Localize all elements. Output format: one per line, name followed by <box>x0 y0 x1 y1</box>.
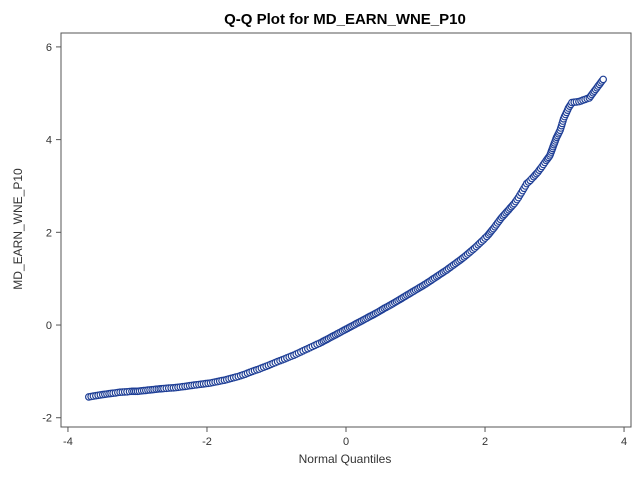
y-axis: -2 0 2 4 6 <box>42 42 61 425</box>
x-axis: -4 -2 0 2 4 <box>63 427 627 448</box>
data-points <box>85 75 608 401</box>
y-tick-label: 4 <box>46 135 52 147</box>
y-tick-label: -2 <box>42 413 52 425</box>
y-axis-label: MD_EARN_WNE_P10 <box>11 168 25 290</box>
data-point <box>599 75 608 84</box>
x-axis-label: Normal Quantiles <box>299 452 392 466</box>
y-tick-label: 0 <box>46 320 52 332</box>
chart-title: Q-Q Plot for MD_EARN_WNE_P10 <box>224 11 466 28</box>
x-tick-label: 0 <box>343 436 349 448</box>
x-tick-label: 4 <box>621 436 627 448</box>
x-tick-label: -4 <box>63 436 73 448</box>
plot-area-frame <box>60 32 632 428</box>
x-tick-label: -2 <box>202 436 212 448</box>
x-tick-label: 2 <box>482 436 488 448</box>
y-tick-label: 6 <box>46 42 52 54</box>
y-tick-label: 2 <box>46 227 52 239</box>
